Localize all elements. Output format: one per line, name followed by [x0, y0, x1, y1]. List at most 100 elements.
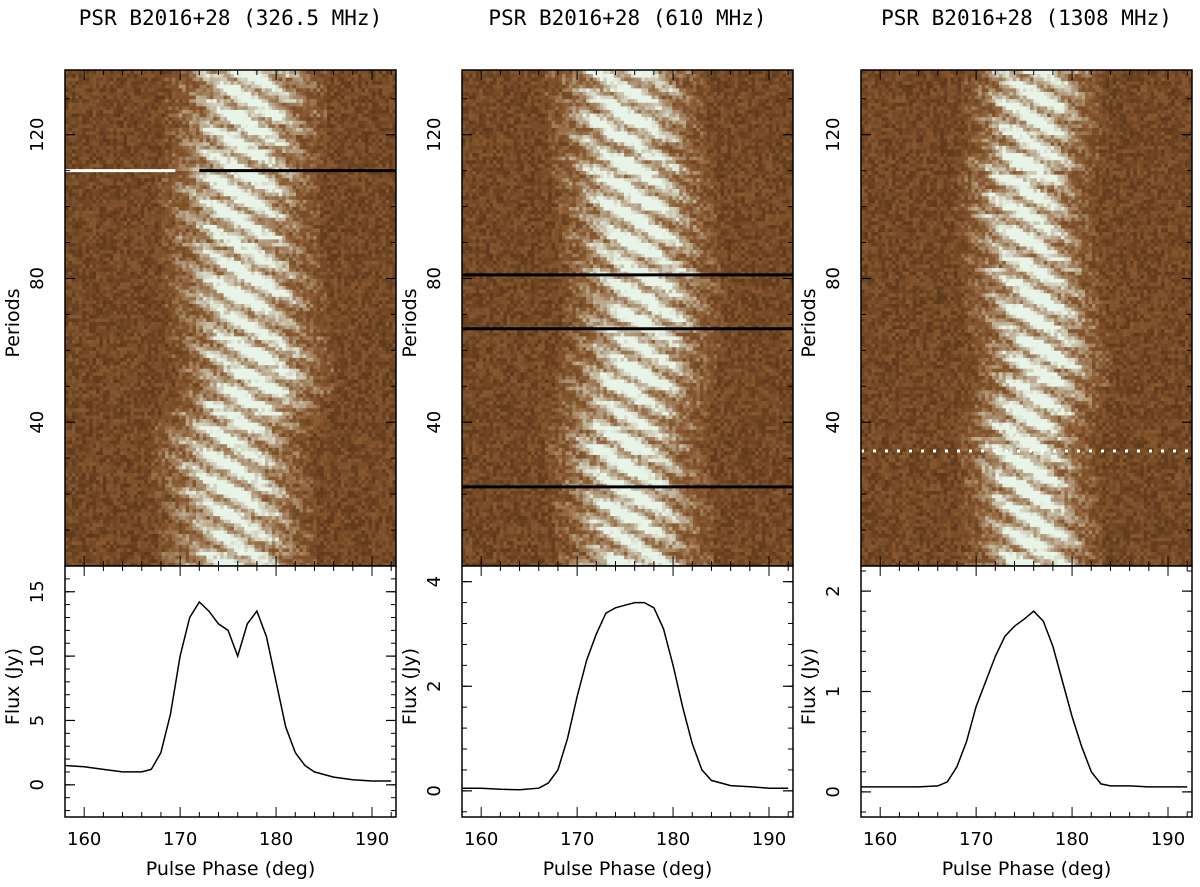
heatmap-cell	[213, 544, 217, 548]
heatmap-cell	[117, 483, 121, 487]
heatmap-cell	[344, 455, 348, 459]
heatmap-cell	[355, 437, 359, 441]
heatmap-cell	[151, 444, 155, 448]
heatmap-cell	[320, 408, 324, 412]
heatmap-cell	[148, 411, 152, 415]
heatmap-cell	[282, 469, 286, 473]
heatmap-cell	[79, 552, 83, 556]
heatmap-cell	[286, 437, 290, 441]
heatmap-cell	[265, 401, 269, 405]
heatmap-cell	[317, 455, 321, 459]
heatmap-cell	[334, 483, 338, 487]
heatmap-cell	[68, 541, 72, 545]
heatmap-cell	[193, 530, 197, 534]
heatmap-cell	[289, 544, 293, 548]
heatmap-cell	[355, 523, 359, 527]
heatmap-cell	[155, 519, 159, 523]
heatmap-cell	[362, 444, 366, 448]
heatmap-cell	[124, 458, 128, 462]
heatmap-cell	[82, 519, 86, 523]
heatmap-cell	[337, 541, 341, 545]
heatmap-cell	[86, 483, 90, 487]
heatmap-cell	[199, 491, 203, 495]
heatmap-cell	[234, 552, 238, 556]
heatmap-cell	[344, 422, 348, 426]
heatmap-cell	[248, 455, 252, 459]
heatmap-cell	[117, 433, 121, 437]
heatmap-cell	[172, 544, 176, 548]
heatmap-cell	[237, 422, 241, 426]
heatmap-cell	[189, 433, 193, 437]
heatmap-cell	[317, 552, 321, 556]
heatmap-cell	[86, 397, 90, 401]
heatmap-cell	[330, 429, 334, 433]
heatmap-cell	[217, 437, 221, 441]
heatmap-cell	[299, 451, 303, 455]
heatmap-cell	[224, 437, 228, 441]
heatmap-cell	[217, 552, 221, 556]
heatmap-cell	[117, 526, 121, 530]
heatmap-cell	[210, 440, 214, 444]
heatmap-cell	[303, 437, 307, 441]
heatmap-cell	[272, 501, 276, 505]
heatmap-cell	[344, 411, 348, 415]
heatmap-cell	[279, 465, 283, 469]
heatmap-cell	[279, 404, 283, 408]
heatmap-cell	[148, 537, 152, 541]
heatmap-cell	[337, 530, 341, 534]
heatmap-cell	[134, 498, 138, 502]
heatmap-cell	[327, 404, 331, 408]
heatmap-cell	[155, 516, 159, 520]
heatmap-cell	[86, 462, 90, 466]
heatmap-cell	[182, 451, 186, 455]
heatmap-cell	[179, 433, 183, 437]
heatmap-cell	[313, 462, 317, 466]
heatmap-cell	[106, 404, 110, 408]
heatmap-cell	[258, 401, 262, 405]
heatmap-cell	[93, 516, 97, 520]
heatmap-cell	[148, 419, 152, 423]
heatmap-cell	[248, 397, 252, 401]
heatmap-cell	[368, 512, 372, 516]
heatmap-cell	[344, 401, 348, 405]
heatmap-cell	[330, 444, 334, 448]
heatmap-cell	[327, 397, 331, 401]
heatmap-cell	[179, 437, 183, 441]
heatmap-cell	[334, 440, 338, 444]
heatmap-cell	[303, 465, 307, 469]
heatmap-cell	[317, 508, 321, 512]
heatmap-cell	[155, 455, 159, 459]
heatmap-cell	[89, 426, 93, 430]
heatmap-cell	[334, 433, 338, 437]
heatmap-cell	[124, 440, 128, 444]
heatmap-cell	[93, 440, 97, 444]
heatmap-cell	[237, 440, 241, 444]
heatmap-cell	[248, 411, 252, 415]
heatmap-cell	[248, 419, 252, 423]
heatmap-cell	[89, 537, 93, 541]
heatmap-cell	[282, 483, 286, 487]
heatmap-cell	[365, 419, 369, 423]
heatmap-cell	[334, 422, 338, 426]
heatmap-cell	[348, 480, 352, 484]
heatmap-cell	[324, 455, 328, 459]
heatmap-cell	[172, 455, 176, 459]
heatmap-cell	[206, 483, 210, 487]
heatmap-cell	[196, 512, 200, 516]
heatmap-cell	[93, 458, 97, 462]
heatmap-cell	[141, 447, 145, 451]
heatmap-cell	[262, 469, 266, 473]
heatmap-cell	[268, 480, 272, 484]
heatmap-cell	[303, 548, 307, 552]
heatmap-cell	[127, 451, 131, 455]
heatmap-cell	[148, 516, 152, 520]
heatmap-cell	[279, 519, 283, 523]
heatmap-cell	[179, 462, 183, 466]
heatmap-cell	[172, 555, 176, 559]
heatmap-cell	[131, 404, 135, 408]
heatmap-cell	[362, 541, 366, 545]
heatmap-cell	[317, 541, 321, 545]
heatmap-cell	[196, 433, 200, 437]
heatmap-cell	[358, 512, 362, 516]
heatmap-cell	[175, 469, 179, 473]
